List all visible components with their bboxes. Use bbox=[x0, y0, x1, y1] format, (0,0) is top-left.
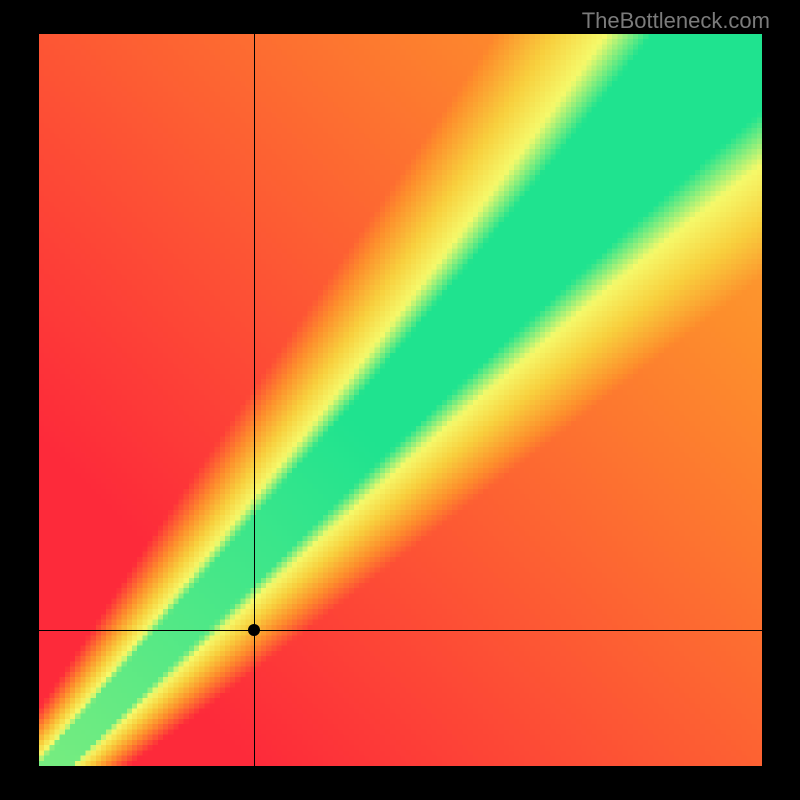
crosshair-vertical bbox=[254, 34, 255, 766]
bottleneck-heatmap bbox=[39, 34, 762, 766]
heatmap-canvas bbox=[39, 34, 762, 766]
crosshair-marker bbox=[248, 624, 260, 636]
watermark-text: TheBottleneck.com bbox=[582, 8, 770, 34]
crosshair-horizontal bbox=[39, 630, 762, 631]
